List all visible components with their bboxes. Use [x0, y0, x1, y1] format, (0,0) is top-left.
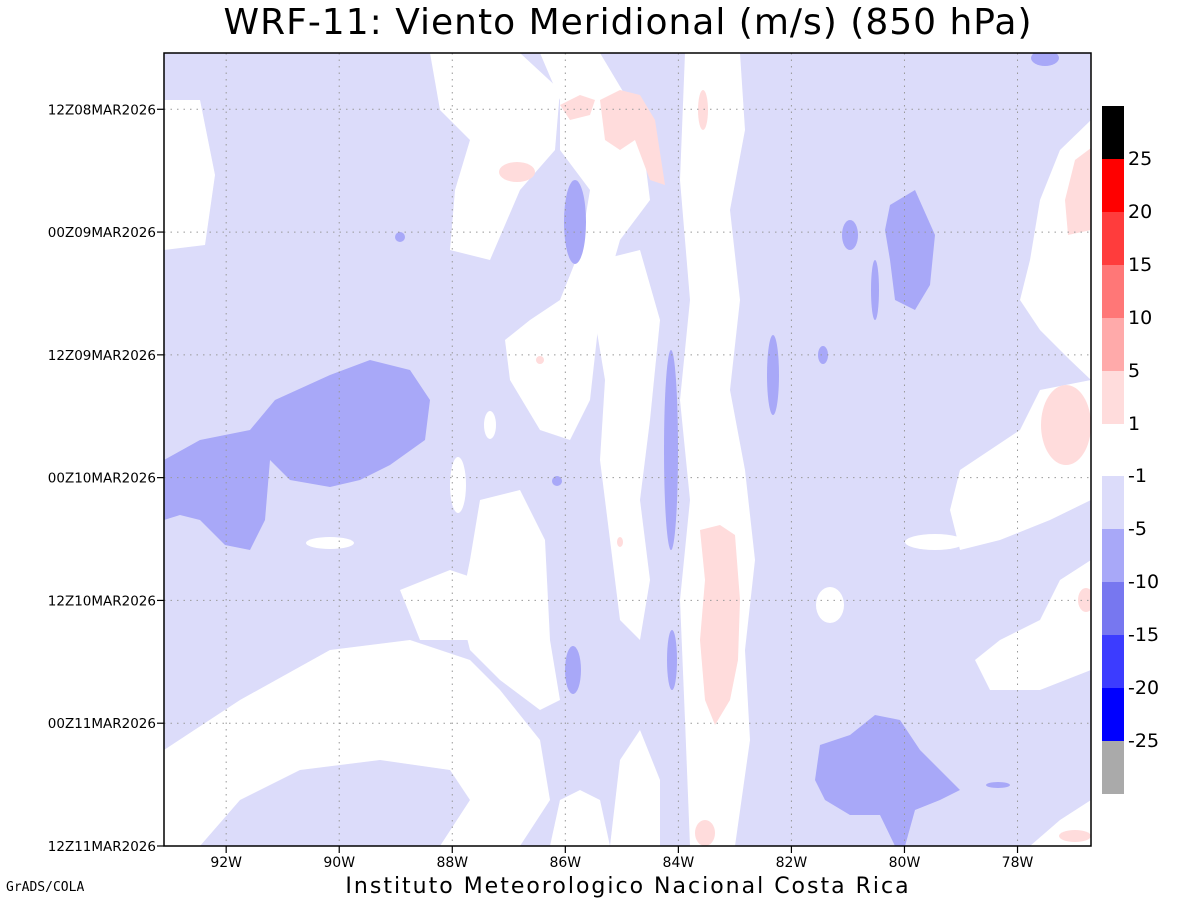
colorbar-swatch: [1102, 265, 1124, 318]
colorbar-swatch: [1102, 371, 1124, 424]
y-tick-label: 12Z09MAR2026: [48, 348, 156, 364]
colorbar-label: -1: [1128, 465, 1147, 487]
y-tick-label: 00Z09MAR2026: [48, 225, 156, 241]
neg-spot-6: [986, 782, 1010, 788]
pos-spot-5: [695, 820, 715, 846]
neg-spot-3: [818, 346, 828, 364]
chart-title: WRF-11: Viento Meridional (m/s) (850 hPa…: [223, 2, 1033, 43]
pos-spot-7: [1059, 830, 1091, 842]
y-tick-label: 00Z10MAR2026: [48, 471, 156, 487]
colorbar-swatch: [1102, 582, 1124, 635]
calm-region-east-lower: [975, 560, 1091, 690]
neg-spot-5: [871, 260, 879, 320]
calm-spot-1: [450, 457, 466, 513]
x-tick-label: 84W: [663, 855, 695, 871]
calm-region-south-center: [460, 490, 560, 710]
x-tick-label: 90W: [323, 855, 355, 871]
plot-frame: [163, 52, 1092, 847]
pos-patch-east: [1041, 385, 1091, 465]
neg-cell-84w-south: [667, 630, 677, 690]
neg-spot-2: [1031, 53, 1059, 66]
colorbar-label: -25: [1128, 730, 1159, 752]
colorbar-label: 5: [1128, 360, 1140, 382]
y-tick-label: 00Z11MAR2026: [48, 716, 156, 732]
pos-spot-3: [1078, 588, 1091, 612]
neg-cell-81w-late: [815, 715, 960, 846]
colorbar-swatch: [1102, 476, 1124, 529]
neg-cell-86w: [564, 180, 586, 264]
x-tick-label: 82W: [776, 855, 808, 871]
y-tick-label: 12Z11MAR2026: [48, 839, 156, 855]
calm-spot-4: [905, 534, 965, 550]
colorbar-label: -5: [1128, 518, 1147, 540]
neg-cell-86w-south: [565, 646, 581, 694]
neg-cell-80w: [885, 190, 935, 310]
grid-lines: [164, 53, 1091, 847]
colorbar-label: 20: [1128, 201, 1152, 223]
colorbar-swatch: [1102, 688, 1124, 741]
calm-region-center-north: [430, 53, 560, 260]
footer-credit: GrADS/COLA: [6, 880, 85, 895]
footer-institution: Instituto Meteorologico Nacional Costa R…: [345, 874, 911, 899]
colorbar-swatch: [1102, 212, 1124, 265]
colorbar-label: 1: [1128, 413, 1140, 435]
pos-patch-85w-north: [600, 90, 665, 185]
colorbar-label: 10: [1128, 307, 1152, 329]
contour-field: [164, 53, 1091, 846]
calm-region-west: [164, 100, 215, 250]
calm-region-85w: [595, 250, 660, 640]
colorbar-swatch: [1102, 159, 1124, 212]
colorbar-swatch: [1102, 318, 1124, 371]
pos-patch-87w: [560, 95, 595, 120]
colorbar-label: 15: [1128, 254, 1152, 276]
colorbar-swatch: [1102, 741, 1124, 794]
x-tick-label: 86W: [549, 855, 581, 871]
neg-spot-4: [552, 476, 562, 486]
colorbar-label: -10: [1128, 571, 1159, 593]
x-tick-label: 92W: [210, 855, 242, 871]
colorbar-label: -20: [1128, 677, 1159, 699]
neg-cell-81w: [842, 220, 858, 250]
neg-spot-1: [395, 232, 405, 242]
colorbar-swatch: [1102, 635, 1124, 688]
colorbar-swatch: [1102, 529, 1124, 582]
pos-band-84w: [700, 525, 740, 725]
calm-region-center: [505, 53, 650, 440]
y-tick-label: 12Z08MAR2026: [48, 102, 156, 118]
pos-patch-ne: [1065, 148, 1091, 235]
pos-spot-4: [536, 356, 544, 364]
pos-spot-1: [499, 162, 535, 182]
x-tick-label: 88W: [436, 855, 468, 871]
neg-cell-82w: [767, 335, 779, 415]
neg-cell-west-band: [164, 360, 430, 550]
x-tick-label: 80W: [889, 855, 921, 871]
calm-region-west-mid: [400, 570, 480, 640]
calm-spot-5: [816, 587, 844, 623]
calm-spot-3: [497, 769, 533, 801]
neg-cell-84w-mid: [664, 350, 678, 550]
calm-region-bottom-center: [550, 790, 610, 846]
colorbar: 25 20 15 10 5 1 -1 -5 -10 -15 -20 -25: [1102, 106, 1159, 794]
calm-spot-2: [306, 537, 354, 549]
pos-spot-2: [698, 90, 708, 130]
y-axis: 12Z08MAR2026 00Z09MAR2026 12Z09MAR2026 00Z1…: [48, 102, 164, 855]
calm-region-sw-lower: [200, 760, 470, 846]
colorbar-label: 25: [1128, 148, 1152, 170]
colorbar-label: -15: [1128, 624, 1159, 646]
calm-spot-6: [484, 411, 496, 439]
y-tick-label: 12Z10MAR2026: [48, 593, 156, 609]
x-axis: 92W 90W 88W 86W 84W 82W 80W 78W: [210, 846, 1033, 871]
x-tick-label: 78W: [1002, 855, 1034, 871]
colorbar-swatch: [1102, 106, 1124, 159]
calm-region-bottom-84w: [610, 730, 660, 846]
pos-spot-6: [617, 537, 623, 547]
